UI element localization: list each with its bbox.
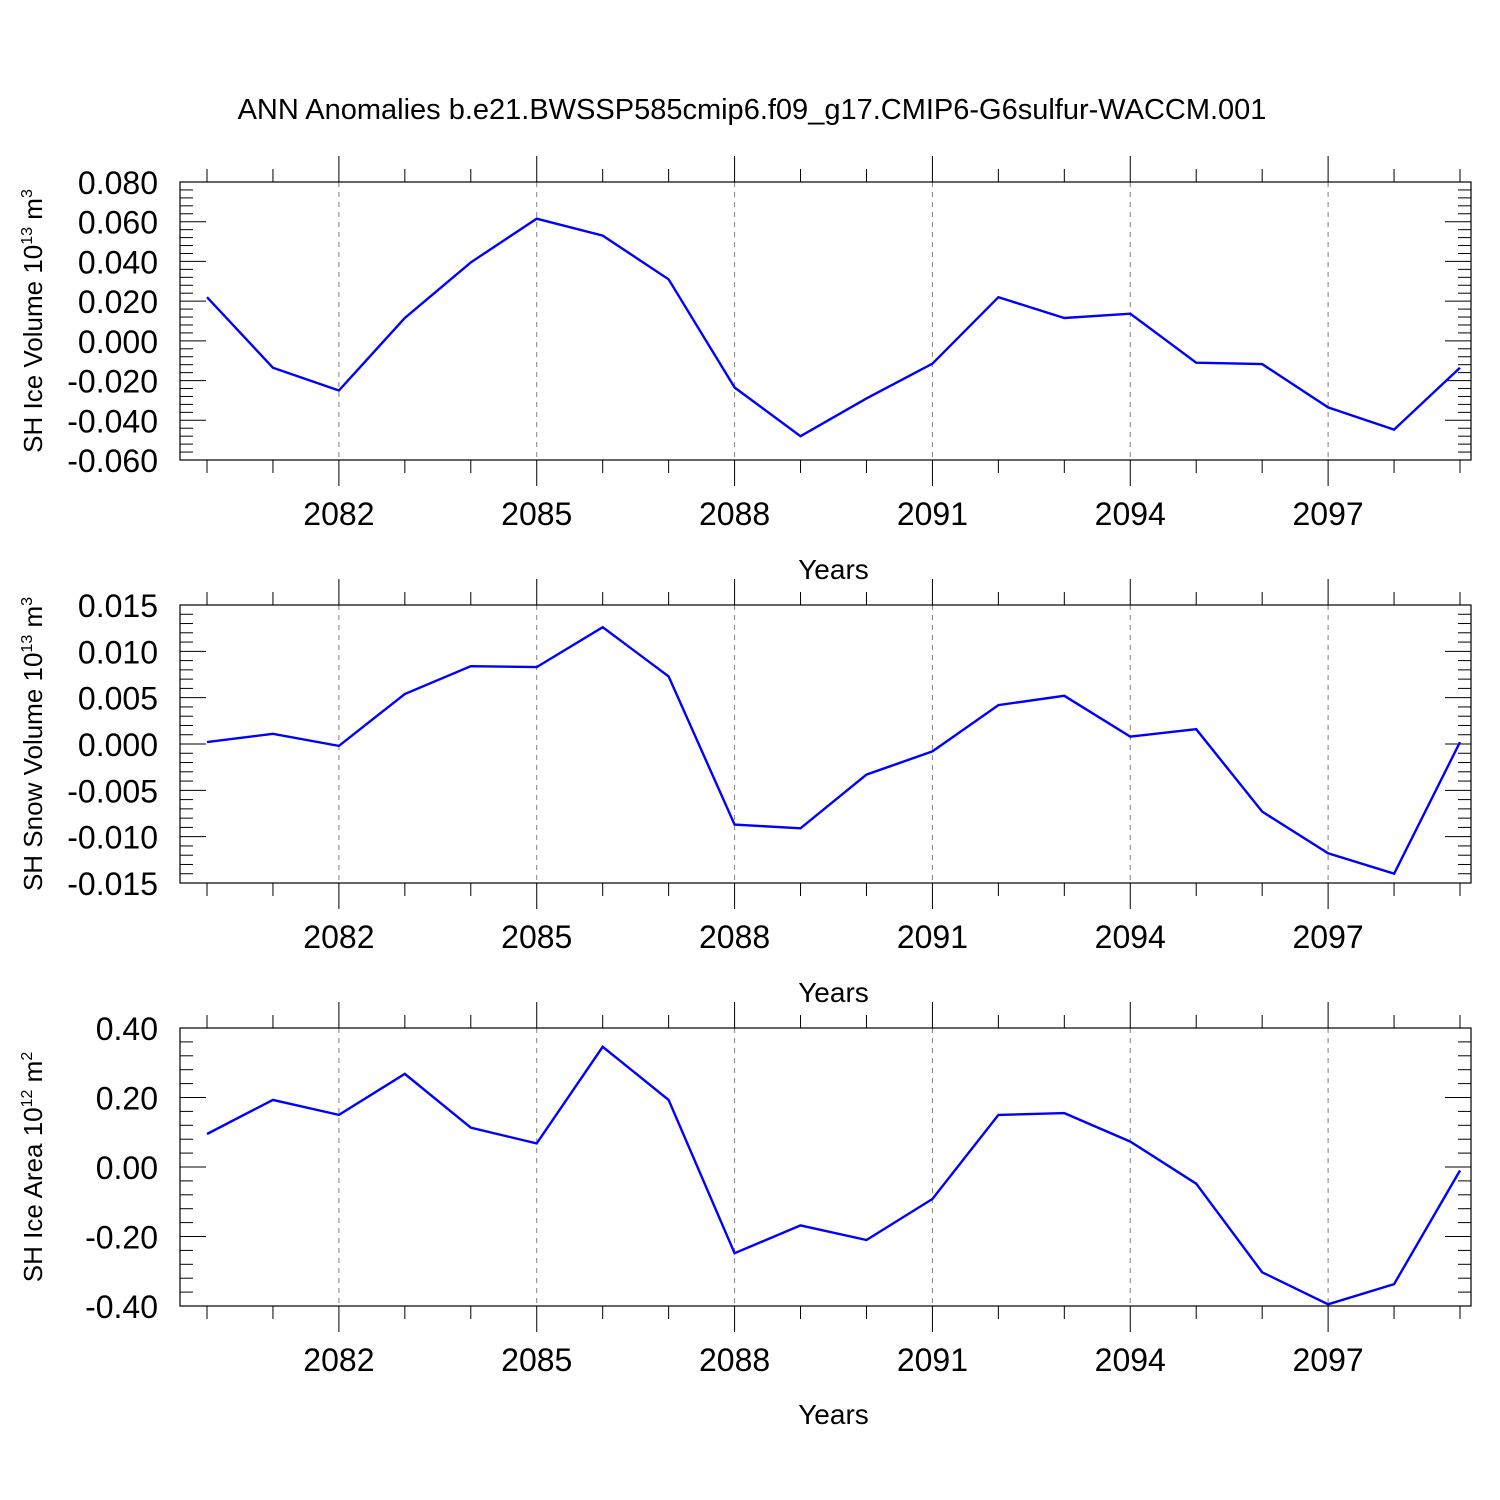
y-tick-label: 0.080	[78, 165, 158, 201]
y-tick-label: -0.40	[85, 1289, 158, 1325]
y-axis-label-text: SH Ice Volume 10	[18, 245, 48, 453]
y-axis-label-text: SH Ice Area 10	[18, 1107, 48, 1282]
y-axis-label-unit: m	[18, 606, 48, 635]
y-tick-label: 0.015	[78, 588, 158, 624]
x-tick-label: 2094	[1095, 496, 1166, 532]
figure-title: ANN Anomalies b.e21.BWSSP585cmip6.f09_g1…	[238, 94, 1267, 126]
y-tick-label: -0.20	[85, 1220, 158, 1256]
y-tick-label: -0.010	[67, 820, 158, 856]
panel-2: -0.015 -0.010 -0.005 0.000 0.005 0.010 0.015 20…	[18, 579, 1472, 1008]
y-tick-label: -0.020	[67, 364, 158, 400]
x-tick-label: 2085	[501, 1342, 572, 1378]
y-tick-label: 0.020	[78, 284, 158, 320]
x-tick-label: 2094	[1095, 919, 1166, 955]
x-axis-label: Years	[798, 554, 869, 585]
series-line	[206, 625, 1462, 876]
x-tick-label: 2082	[303, 919, 374, 955]
x-tick-label: 2094	[1095, 1342, 1166, 1378]
y-tick-label: -0.015	[67, 866, 158, 902]
y-axis-label: SH Ice Area 1012 m2	[18, 1052, 48, 1283]
x-tick-label: 2097	[1293, 919, 1364, 955]
series-line	[206, 217, 1461, 438]
y-axis-label-unit-exponent: 3	[19, 597, 36, 606]
y-axis-label-text: SH Snow Volume 10	[18, 653, 48, 891]
panel-3: -0.40 -0.20 0.00 0.20 0.40 2082 2085 2088 2091 20…	[18, 1002, 1472, 1430]
series-line	[206, 1045, 1462, 1306]
y-tick-label: -0.005	[67, 773, 158, 809]
y-axis-label-unit-exponent: 2	[19, 1052, 36, 1061]
y-tick-label: 0.20	[96, 1081, 158, 1117]
x-tick-label: 2091	[897, 496, 968, 532]
plot-frame	[179, 1027, 1472, 1307]
x-tick-label: 2085	[501, 496, 572, 532]
x-tick-label: 2088	[699, 496, 770, 532]
x-tick-label: 2097	[1293, 496, 1364, 532]
y-tick-label: 0.000	[78, 324, 158, 360]
y-tick-label: 0.40	[96, 1011, 158, 1047]
y-axis-label-unit-exponent: 3	[19, 189, 36, 198]
y-tick-label: 0.010	[78, 634, 158, 670]
x-tick-label: 2097	[1293, 1342, 1364, 1378]
x-axis-label: Years	[798, 977, 869, 1008]
y-tick-label: 0.060	[78, 205, 158, 241]
y-tick-label: -0.040	[67, 403, 158, 439]
y-tick-label: 0.00	[96, 1150, 158, 1186]
y-tick-label: -0.060	[67, 443, 158, 479]
y-axis-label-exponent: 13	[19, 227, 36, 245]
y-tick-label: 0.005	[78, 681, 158, 717]
y-axis-label-exponent: 13	[19, 635, 36, 653]
x-tick-label: 2085	[501, 919, 572, 955]
x-tick-label: 2088	[699, 919, 770, 955]
x-tick-label: 2082	[303, 496, 374, 532]
x-tick-label: 2091	[897, 1342, 968, 1378]
y-axis-label: SH Snow Volume 1013 m3	[18, 597, 48, 891]
y-axis-label-exponent: 12	[19, 1089, 36, 1107]
y-axis-label: SH Ice Volume 1013 m3	[18, 189, 48, 453]
x-tick-label: 2088	[699, 1342, 770, 1378]
y-axis-label-unit: m	[18, 198, 48, 227]
y-axis-label-unit: m	[18, 1061, 48, 1090]
x-tick-label: 2082	[303, 1342, 374, 1378]
x-axis-label: Years	[798, 1399, 869, 1430]
x-tick-label: 2091	[897, 919, 968, 955]
y-tick-label: 0.040	[78, 244, 158, 280]
plot-frame	[179, 181, 1472, 461]
y-tick-label: 0.000	[78, 727, 158, 763]
plot-frame	[179, 604, 1472, 884]
